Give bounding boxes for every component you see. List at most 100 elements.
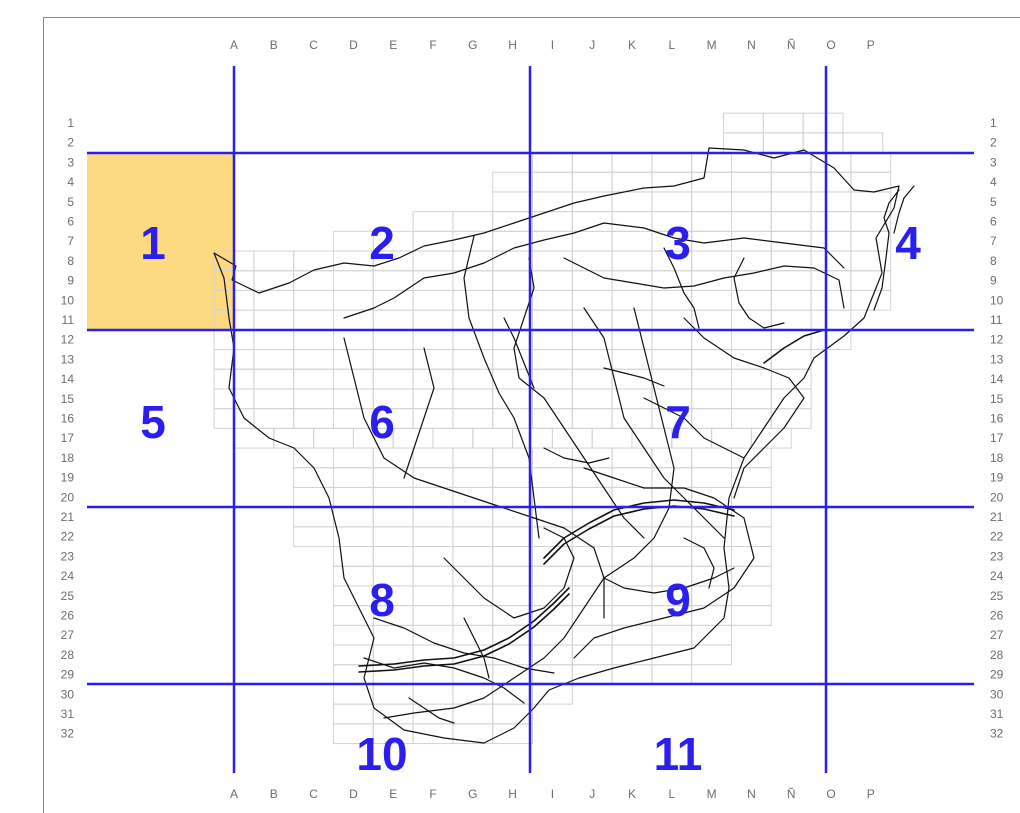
grid-cell	[253, 289, 295, 311]
row-label: 24	[61, 569, 75, 583]
grid-cell	[691, 152, 733, 173]
grid-cell	[810, 270, 852, 291]
grid-cell	[313, 427, 354, 449]
grid-cell	[850, 289, 892, 311]
grid-cell	[532, 250, 573, 272]
grid-cell	[611, 230, 653, 252]
road-network	[213, 147, 915, 744]
road-line	[603, 367, 665, 387]
grid-cell	[691, 250, 733, 272]
column-label: M	[707, 787, 717, 801]
column-label: E	[389, 38, 397, 52]
grid-cell	[532, 486, 573, 508]
grid-cell	[452, 605, 494, 626]
zone-number-5[interactable]: 5	[140, 396, 166, 448]
highway-line	[358, 593, 570, 673]
grid-cell	[452, 506, 494, 528]
grid-cell	[571, 624, 613, 646]
grid-cell	[412, 683, 454, 705]
grid-cell	[651, 664, 693, 685]
grid-cell	[532, 388, 573, 410]
row-label: 8	[990, 254, 997, 268]
grid-cell	[691, 408, 733, 429]
grid-cell	[532, 171, 573, 193]
grid-cell	[452, 723, 494, 745]
grid-cell	[651, 289, 693, 311]
grid-cell	[532, 683, 573, 705]
grid-cell	[611, 408, 653, 429]
zone-number-10[interactable]: 10	[356, 728, 407, 780]
row-label: 6	[67, 215, 74, 229]
row-label: 2	[990, 136, 997, 150]
row-label: 18	[61, 451, 75, 465]
grid-cell	[611, 624, 653, 646]
grid-cell	[492, 250, 534, 272]
grid-cell	[810, 309, 852, 331]
zone-number-6[interactable]: 6	[369, 396, 395, 448]
grid-cell	[611, 486, 653, 508]
column-label: O	[826, 38, 835, 52]
grid-cell	[452, 546, 494, 567]
grid-cell	[492, 171, 534, 193]
column-label: K	[628, 38, 636, 52]
grid-cell	[412, 486, 454, 508]
row-label: 17	[990, 431, 1004, 445]
grid-cell	[611, 171, 653, 193]
grid-cell	[770, 329, 812, 351]
highlighted-zone[interactable]	[87, 153, 234, 330]
grid-cell	[691, 388, 733, 410]
grid-cell	[551, 427, 593, 449]
column-label: Ñ	[787, 787, 796, 801]
zone-number-8[interactable]: 8	[369, 574, 395, 626]
zone-number-7[interactable]: 7	[665, 396, 691, 448]
row-label: 2	[67, 136, 74, 150]
grid-cell	[233, 427, 275, 449]
grid-cell	[532, 152, 573, 173]
zone-number-11[interactable]: 11	[654, 728, 703, 780]
grid-cell	[412, 289, 454, 311]
grid-cell	[611, 664, 653, 685]
grid-cell	[770, 230, 812, 252]
row-label: 22	[61, 530, 75, 544]
grid-cell	[770, 309, 812, 331]
grid-cell	[532, 368, 573, 390]
zone-number-1[interactable]: 1	[140, 217, 166, 269]
row-label: 15	[61, 392, 75, 406]
grid-cell	[452, 526, 494, 548]
grid-cell	[253, 250, 295, 272]
row-label: 9	[990, 274, 997, 288]
grid-cell	[691, 270, 733, 291]
road-line	[683, 537, 715, 589]
grid-cell	[293, 486, 334, 508]
row-label: 31	[61, 707, 75, 721]
column-label: B	[270, 787, 278, 801]
road-line	[443, 527, 575, 619]
row-label: 27	[61, 628, 75, 642]
grid-cell	[571, 289, 613, 311]
zone-number-2[interactable]: 2	[369, 217, 395, 269]
grid-cell	[850, 191, 892, 213]
grid-cell	[472, 427, 514, 449]
grid-cell	[731, 526, 772, 548]
row-label: 4	[67, 175, 74, 189]
zone-number-3[interactable]: 3	[665, 217, 691, 269]
grid-cell	[532, 289, 573, 311]
zone-number-4[interactable]: 4	[895, 217, 921, 269]
column-label: K	[628, 787, 636, 801]
grid-cell	[452, 565, 494, 587]
zone-number-9[interactable]: 9	[665, 574, 691, 626]
row-label: 16	[990, 412, 1004, 426]
grid-cell	[412, 329, 454, 351]
grid-cell	[293, 289, 334, 311]
grid-cell	[412, 526, 454, 548]
row-label: 8	[67, 254, 74, 268]
grid-cell	[691, 368, 733, 390]
column-label: J	[589, 787, 595, 801]
grid-cell	[802, 112, 844, 134]
grid-cell	[372, 526, 414, 548]
grid-cell	[492, 546, 534, 567]
grid-cell	[770, 152, 812, 173]
row-label: 5	[990, 195, 997, 209]
grid-cell	[571, 349, 613, 370]
